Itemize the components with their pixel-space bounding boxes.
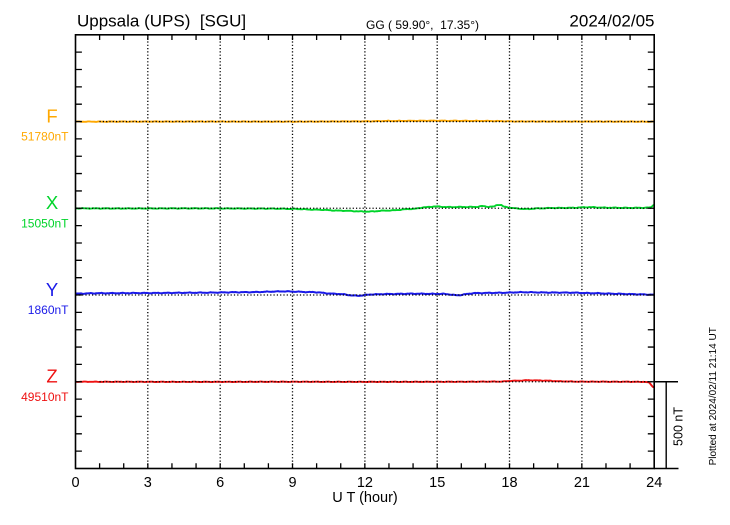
svg-text:F: F — [46, 105, 57, 126]
svg-text:Uppsala (UPS) [SGU]: Uppsala (UPS) [SGU] — [77, 11, 246, 30]
svg-text:15: 15 — [429, 475, 445, 491]
svg-text:GG ( 59.90°, 17.35°): GG ( 59.90°, 17.35°) — [366, 18, 479, 32]
svg-text:21: 21 — [574, 475, 590, 491]
svg-text:0: 0 — [71, 475, 79, 491]
svg-text:12: 12 — [357, 475, 373, 491]
svg-text:Plotted at 2024/02/11 21:14 UT: Plotted at 2024/02/11 21:14 UT — [708, 327, 719, 465]
svg-text:6: 6 — [216, 475, 224, 491]
svg-text:24: 24 — [646, 475, 662, 491]
svg-text:Z: Z — [46, 366, 57, 387]
svg-text:18: 18 — [501, 475, 517, 491]
svg-text:1860nT: 1860nT — [28, 303, 69, 317]
svg-text:3: 3 — [144, 475, 152, 491]
svg-text:500 nT: 500 nT — [671, 407, 685, 446]
svg-text:X: X — [46, 192, 58, 213]
svg-text:51780nT: 51780nT — [21, 130, 69, 144]
svg-text:49510nT: 49510nT — [21, 390, 69, 404]
svg-text:2024/02/05: 2024/02/05 — [569, 11, 654, 30]
svg-text:Y: Y — [46, 279, 58, 300]
svg-text:U T (hour): U T (hour) — [332, 490, 398, 506]
svg-text:9: 9 — [288, 475, 296, 491]
svg-text:15050nT: 15050nT — [21, 216, 69, 230]
